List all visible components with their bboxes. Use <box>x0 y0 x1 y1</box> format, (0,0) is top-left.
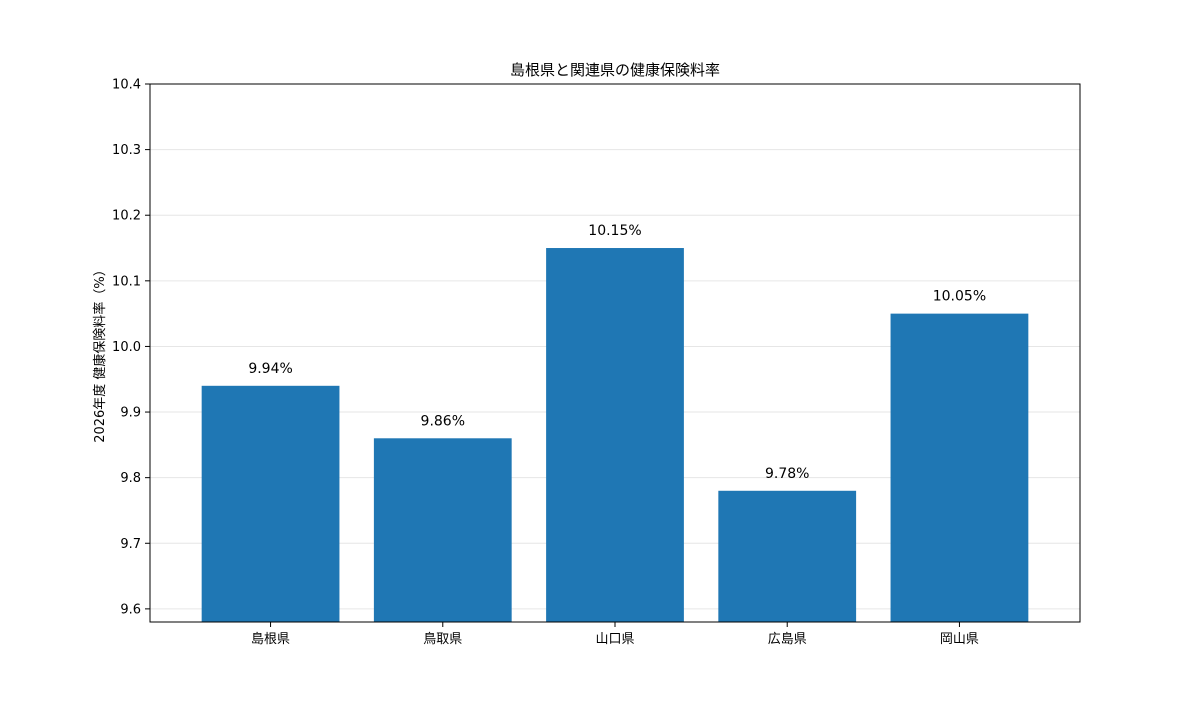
bar <box>718 490 857 622</box>
x-tick-label: 広島県 <box>768 632 807 647</box>
y-tick-label: 9.6 <box>120 602 141 617</box>
data-label: 10.15% <box>588 223 641 239</box>
data-label: 10.05% <box>933 289 986 305</box>
plot-frame <box>149 83 1081 623</box>
x-tick-label: 岡山県 <box>940 632 979 647</box>
bar <box>201 385 340 622</box>
y-tick-label: 9.9 <box>120 406 141 421</box>
data-labels: 9.94% 9.86% 10.15% 9.78% 10.05% <box>248 223 986 482</box>
bars <box>201 248 1029 622</box>
bar <box>373 438 512 622</box>
bar <box>890 313 1029 622</box>
y-tick-label: 10.0 <box>112 340 141 355</box>
data-label: 9.94% <box>248 361 292 377</box>
data-label: 9.78% <box>765 466 809 482</box>
x-tick-label: 山口県 <box>595 632 634 647</box>
bar <box>546 248 684 622</box>
y-tick-label: 9.7 <box>120 537 141 552</box>
x-tick-label: 島根県 <box>251 632 290 647</box>
y-tick-label: 9.8 <box>120 471 141 486</box>
y-axis-label: 2026年度 健康保険料率（%） <box>92 263 108 443</box>
y-tick-label: 10.4 <box>112 78 141 93</box>
y-tick-label: 10.1 <box>112 274 141 289</box>
data-label: 9.86% <box>421 413 465 429</box>
y-tick-label: 10.2 <box>112 209 141 224</box>
y-axis-ticks: 9.6 9.7 9.8 9.9 10.0 10.1 10.2 10.3 10.4 <box>112 78 150 617</box>
y-tick-label: 10.3 <box>112 143 141 158</box>
x-tick-label: 鳥取県 <box>423 632 462 647</box>
x-axis-ticks: 島根県 鳥取県 山口県 広島県 岡山県 <box>251 622 979 647</box>
chart-title: 島根県と関連県の健康保険料率 <box>510 61 720 79</box>
